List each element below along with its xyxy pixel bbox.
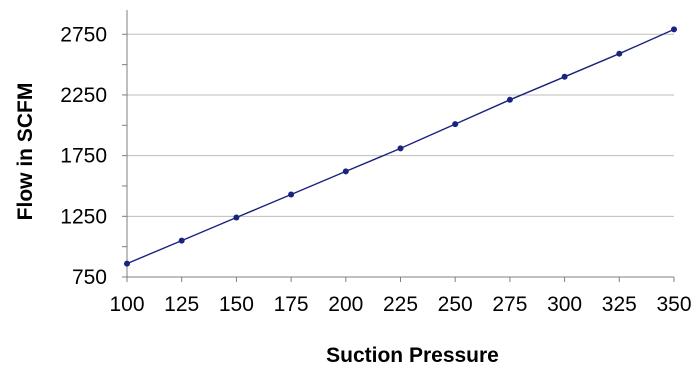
x-tick-label: 175 (274, 293, 309, 316)
x-axis-ticks: 100 125 150 175 200 225 250 275 300 325 350 (109, 277, 692, 316)
data-point (506, 96, 513, 103)
data-point (452, 121, 459, 128)
y-axis-title: Flow in SCFM (14, 83, 37, 221)
x-tick-label: 350 (656, 293, 691, 316)
x-tick-label: 100 (109, 293, 144, 316)
data-point (233, 214, 240, 221)
data-point (342, 168, 349, 175)
data-point (561, 73, 568, 80)
data-point (671, 26, 677, 33)
y-tick-label: 1250 (60, 205, 107, 228)
data-point (178, 237, 185, 244)
x-tick-label: 150 (219, 293, 254, 316)
x-tick-label: 250 (438, 293, 473, 316)
y-axis-ticks: 750 1250 1750 2250 2750 (60, 23, 127, 289)
y-tick-label: 2250 (60, 84, 107, 107)
data-point (124, 260, 130, 267)
x-tick-label: 325 (602, 293, 637, 316)
y-tick-label: 1750 (60, 145, 107, 168)
y-tick-label: 750 (72, 266, 107, 289)
data-point (288, 191, 295, 198)
grid-lines (127, 33, 674, 217)
x-tick-label: 125 (164, 293, 199, 316)
x-tick-label: 200 (328, 293, 363, 316)
x-axis-title: Suction Pressure (326, 344, 499, 367)
x-tick-label: 300 (547, 293, 582, 316)
x-tick-label: 275 (492, 293, 527, 316)
series-markers (124, 26, 677, 267)
x-tick-label: 225 (383, 293, 418, 316)
data-point (397, 145, 404, 152)
y-tick-label: 2750 (60, 23, 107, 46)
data-point (616, 50, 623, 57)
